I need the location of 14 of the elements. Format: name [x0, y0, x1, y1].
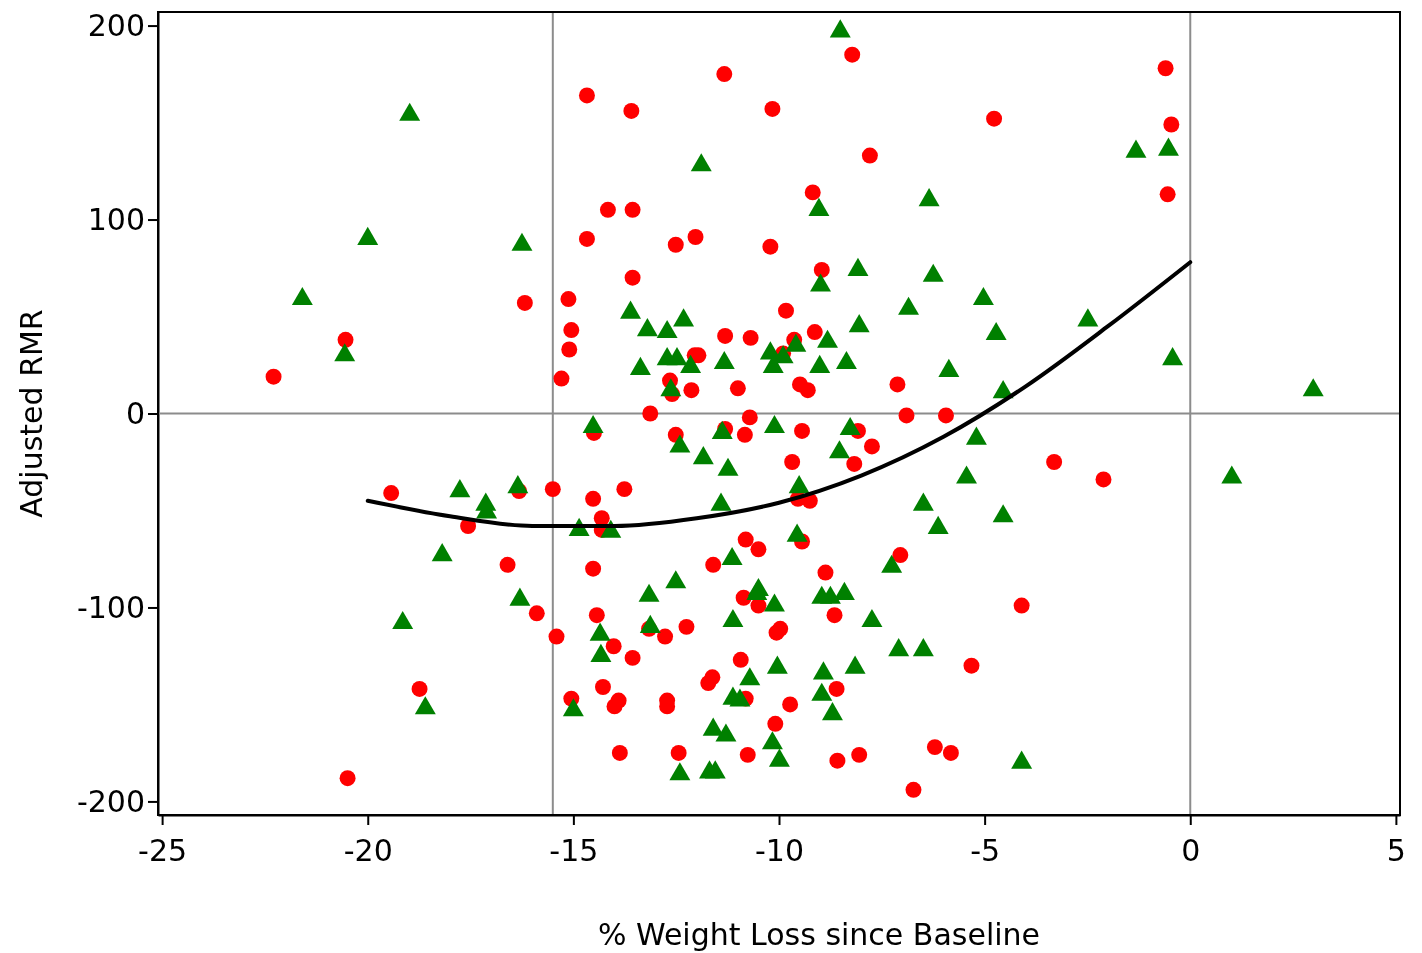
x-tick-label: 0	[1181, 833, 1201, 868]
x-tick-label: -10	[755, 833, 804, 868]
x-axis-title: % Weight Loss since Baseline	[597, 917, 1041, 952]
y-tick-label: -200	[76, 783, 145, 819]
y-tick-label: 0	[125, 395, 145, 431]
y-tick-label: -100	[76, 589, 145, 625]
x-tick-label: 5	[1386, 833, 1406, 868]
y-tick-label: 100	[87, 201, 145, 237]
x-tick-label: -20	[343, 833, 393, 868]
x-tick-label: -5	[970, 833, 1001, 868]
y-axis-title: Adjusted RMR	[14, 309, 49, 518]
x-tick-label: -15	[549, 833, 599, 868]
x-tick-label: -25	[138, 833, 188, 868]
y-tick-label: 200	[87, 7, 145, 43]
